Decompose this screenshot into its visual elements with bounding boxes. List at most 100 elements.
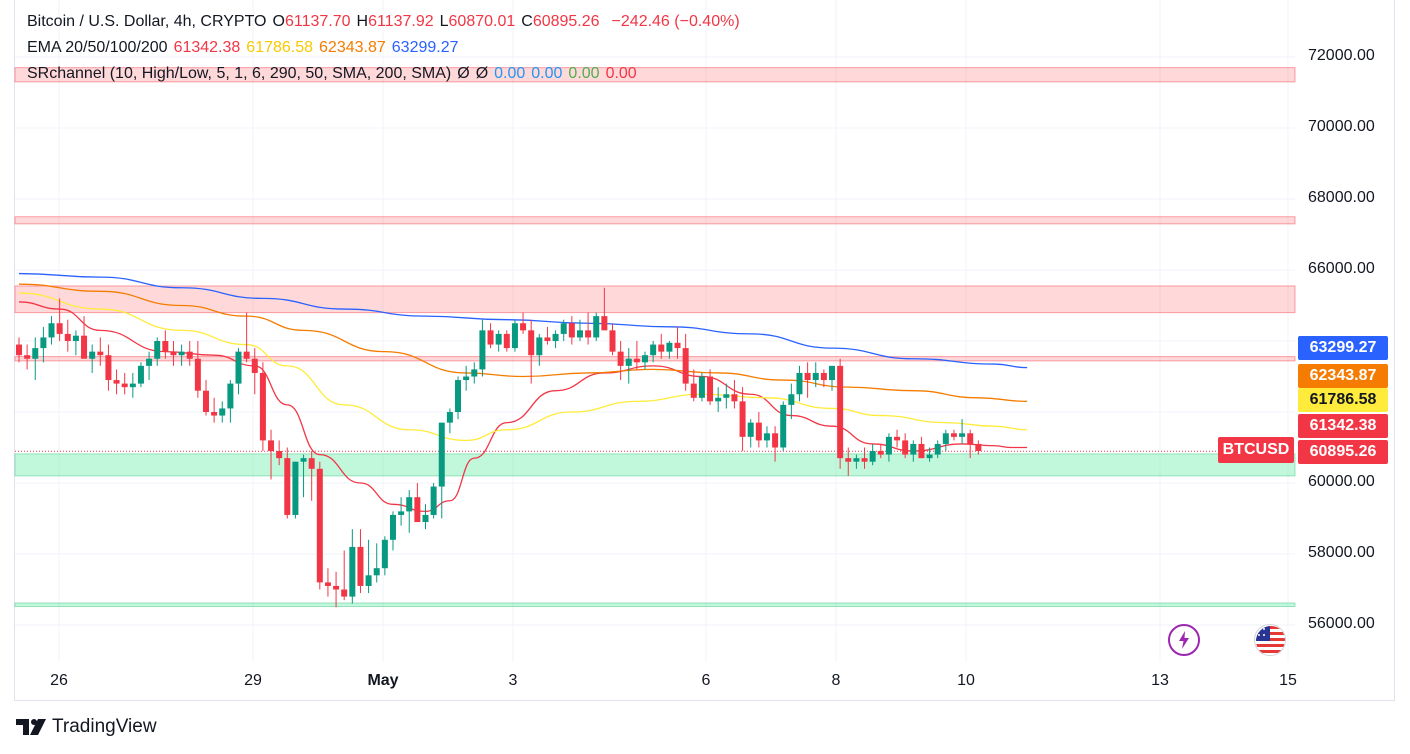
lightning-icon xyxy=(1179,631,1189,649)
candle xyxy=(950,429,957,441)
candle xyxy=(373,543,380,583)
grid-lines xyxy=(15,0,1295,662)
candle xyxy=(422,504,429,530)
candle-body xyxy=(837,365,844,459)
candle xyxy=(796,365,803,402)
price-axis-label: 68000.00 xyxy=(1308,189,1375,206)
candle-body xyxy=(349,546,356,597)
candle-body xyxy=(292,461,299,515)
time-axis-label: May xyxy=(367,672,399,689)
ohlc-l: L60870.01 xyxy=(440,13,516,30)
candle-body xyxy=(381,539,388,569)
candle-body xyxy=(763,433,770,441)
price-chart[interactable] xyxy=(0,0,1410,701)
candle-body xyxy=(455,380,462,412)
price-axis-label: 72000.00 xyxy=(1308,47,1375,64)
tradingview-logo[interactable]: TradingView xyxy=(16,716,157,738)
candle xyxy=(487,323,494,349)
candle xyxy=(202,380,209,416)
candle-body xyxy=(715,397,722,402)
candle xyxy=(520,312,527,334)
srchannel-values: Ø Ø 0.00 0.00 0.00 0.00 xyxy=(457,65,642,82)
candle xyxy=(365,539,372,594)
candle xyxy=(40,326,47,363)
candle xyxy=(438,422,445,519)
srchannel-legend[interactable]: SRchannel (10, High/Low, 5, 1, 6, 290, 5… xyxy=(27,64,649,84)
candle-body xyxy=(511,323,518,349)
candle xyxy=(861,447,868,469)
candle-body xyxy=(72,335,79,341)
candle-body xyxy=(747,422,754,437)
price-axis-label: 56000.00 xyxy=(1308,615,1375,632)
candle xyxy=(471,362,478,384)
candle xyxy=(406,490,413,533)
candle-body xyxy=(32,348,39,359)
resistance-zone xyxy=(14,285,1296,314)
market-flag-button[interactable] xyxy=(1254,624,1286,656)
candle-body xyxy=(89,351,96,359)
candle-body xyxy=(268,440,275,452)
candle-body xyxy=(674,342,681,349)
candle-body xyxy=(609,330,616,352)
candle xyxy=(877,443,884,459)
price-badge: 61342.38 xyxy=(1298,414,1388,438)
lightning-button[interactable] xyxy=(1168,624,1200,656)
candle xyxy=(576,319,583,341)
candle xyxy=(723,383,730,409)
candle xyxy=(552,330,559,349)
candle xyxy=(674,326,681,359)
candle xyxy=(959,419,966,444)
candle xyxy=(243,312,250,363)
candle xyxy=(357,529,364,594)
us-flag-icon xyxy=(1256,626,1285,655)
candle-body xyxy=(585,330,592,338)
candle-body xyxy=(853,458,860,462)
candle xyxy=(739,387,746,452)
candle-body xyxy=(121,383,128,388)
candle xyxy=(585,312,592,345)
candle-body xyxy=(975,443,982,452)
candle xyxy=(666,341,673,359)
candle-body xyxy=(113,380,120,384)
candle xyxy=(731,380,738,409)
resistance-zone xyxy=(14,216,1296,225)
candle-body xyxy=(820,372,827,381)
symbol-legend[interactable]: Bitcoin / U.S. Dollar, 4h, CRYPTO O61137.… xyxy=(27,12,746,32)
candle-body xyxy=(479,330,486,370)
candle xyxy=(975,440,982,455)
srchannel-value: 0.00 xyxy=(605,65,637,82)
candle-body xyxy=(154,341,161,359)
ohlc-h: H61137.92 xyxy=(357,13,434,30)
candle-body xyxy=(259,372,266,441)
candle-body xyxy=(40,337,47,349)
candle xyxy=(511,319,518,352)
candle xyxy=(333,571,340,608)
ema-values: 61342.38 61786.58 62343.87 63299.27 xyxy=(174,39,465,56)
candle-body xyxy=(430,486,437,515)
candle-body xyxy=(276,451,283,459)
time-axis-label: 15 xyxy=(1279,672,1297,689)
candle-body xyxy=(804,372,811,381)
time-axis-label: 6 xyxy=(701,672,711,689)
candle-body xyxy=(902,440,909,455)
candle xyxy=(642,351,649,370)
ema-value: 61786.58 xyxy=(246,39,314,56)
candle xyxy=(536,333,543,366)
candle-body xyxy=(202,390,209,412)
candle-body xyxy=(690,383,697,398)
ema-legend[interactable]: EMA 20/50/100/200 61342.38 61786.58 62343.8… xyxy=(27,38,471,58)
candle xyxy=(780,401,787,452)
time-axis-label: 13 xyxy=(1151,672,1169,689)
candle-body xyxy=(617,351,624,366)
candle-body xyxy=(446,412,453,423)
ohlc-value: 60870.01 xyxy=(448,13,516,30)
candle-body xyxy=(950,433,957,437)
candle xyxy=(747,419,754,448)
candle xyxy=(121,372,128,395)
candle xyxy=(544,326,551,345)
symbol-title: Bitcoin / U.S. Dollar, 4h, CRYPTO xyxy=(27,13,267,30)
time-axis-label: 8 xyxy=(831,672,841,689)
time-axis-label: 10 xyxy=(957,672,975,689)
candle xyxy=(316,461,323,590)
candle xyxy=(698,372,705,402)
